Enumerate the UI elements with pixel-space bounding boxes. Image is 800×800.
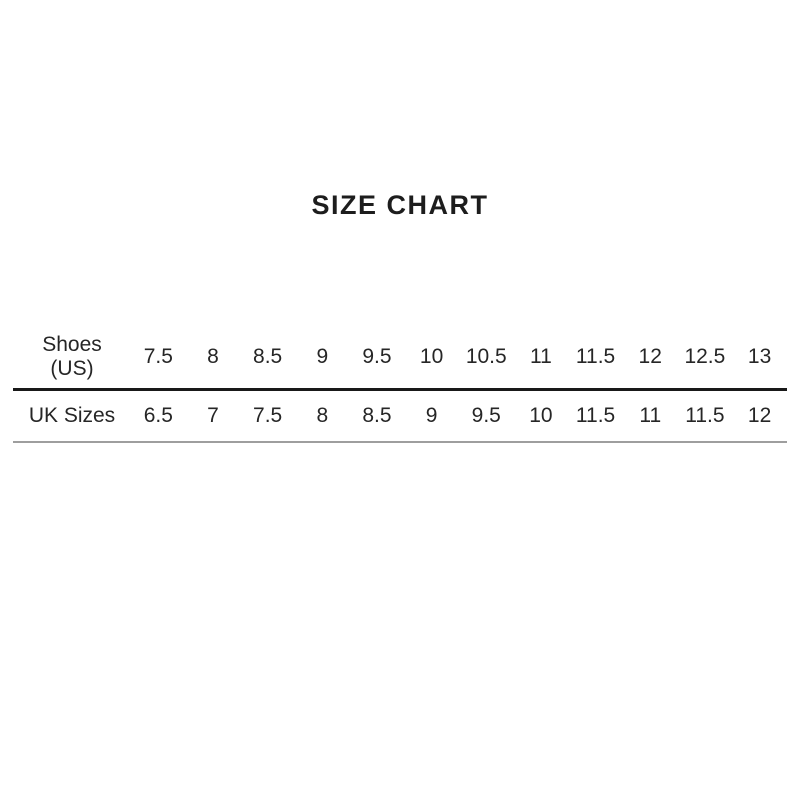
us-size-cell: 10	[404, 328, 459, 391]
us-size-cell: 12	[622, 328, 678, 391]
us-size-cell: 13	[732, 328, 787, 391]
us-size-cell: 11	[513, 328, 569, 391]
us-size-cell: 12.5	[677, 328, 733, 391]
uk-size-cell: 10	[513, 389, 569, 443]
us-size-cell: 9.5	[349, 328, 405, 391]
page-title: SIZE CHART	[311, 190, 489, 220]
uk-size-cell: 7.5	[240, 389, 295, 443]
us-size-cell: 10.5	[458, 328, 514, 391]
uk-size-cell: 9.5	[458, 389, 514, 443]
us-size-cell: 8.5	[240, 328, 295, 391]
table-row-us-sizes: Shoes (US) 7.5 8 8.5 9 9.5 10 10.5 11 11…	[13, 328, 787, 391]
uk-size-cell: 11.5	[568, 389, 623, 443]
uk-size-cell: 7	[185, 389, 241, 443]
size-chart-table: Shoes (US) 7.5 8 8.5 9 9.5 10 10.5 11 11…	[13, 328, 787, 443]
uk-size-cell: 8.5	[349, 389, 405, 443]
us-size-cell: 7.5	[131, 328, 186, 391]
table-row-uk-sizes: UK Sizes 6.5 7 7.5 8 8.5 9 9.5 10 11.5 1…	[13, 389, 787, 443]
row-header-shoes-us-line2: (US)	[50, 357, 94, 380]
us-size-cell: 8	[185, 328, 241, 391]
uk-size-cell: 12	[732, 389, 787, 443]
uk-size-cell: 8	[294, 389, 350, 443]
uk-size-cell: 6.5	[131, 389, 186, 443]
uk-size-cell: 9	[404, 389, 459, 443]
us-size-cell: 11.5	[568, 328, 623, 391]
uk-size-cell: 11.5	[677, 389, 733, 443]
row-header-uk-sizes: UK Sizes	[13, 389, 131, 443]
uk-size-cell: 11	[622, 389, 678, 443]
row-header-shoes-us-line1: Shoes	[42, 333, 102, 356]
row-header-shoes-us: Shoes (US)	[13, 328, 131, 391]
us-size-cell: 9	[294, 328, 350, 391]
